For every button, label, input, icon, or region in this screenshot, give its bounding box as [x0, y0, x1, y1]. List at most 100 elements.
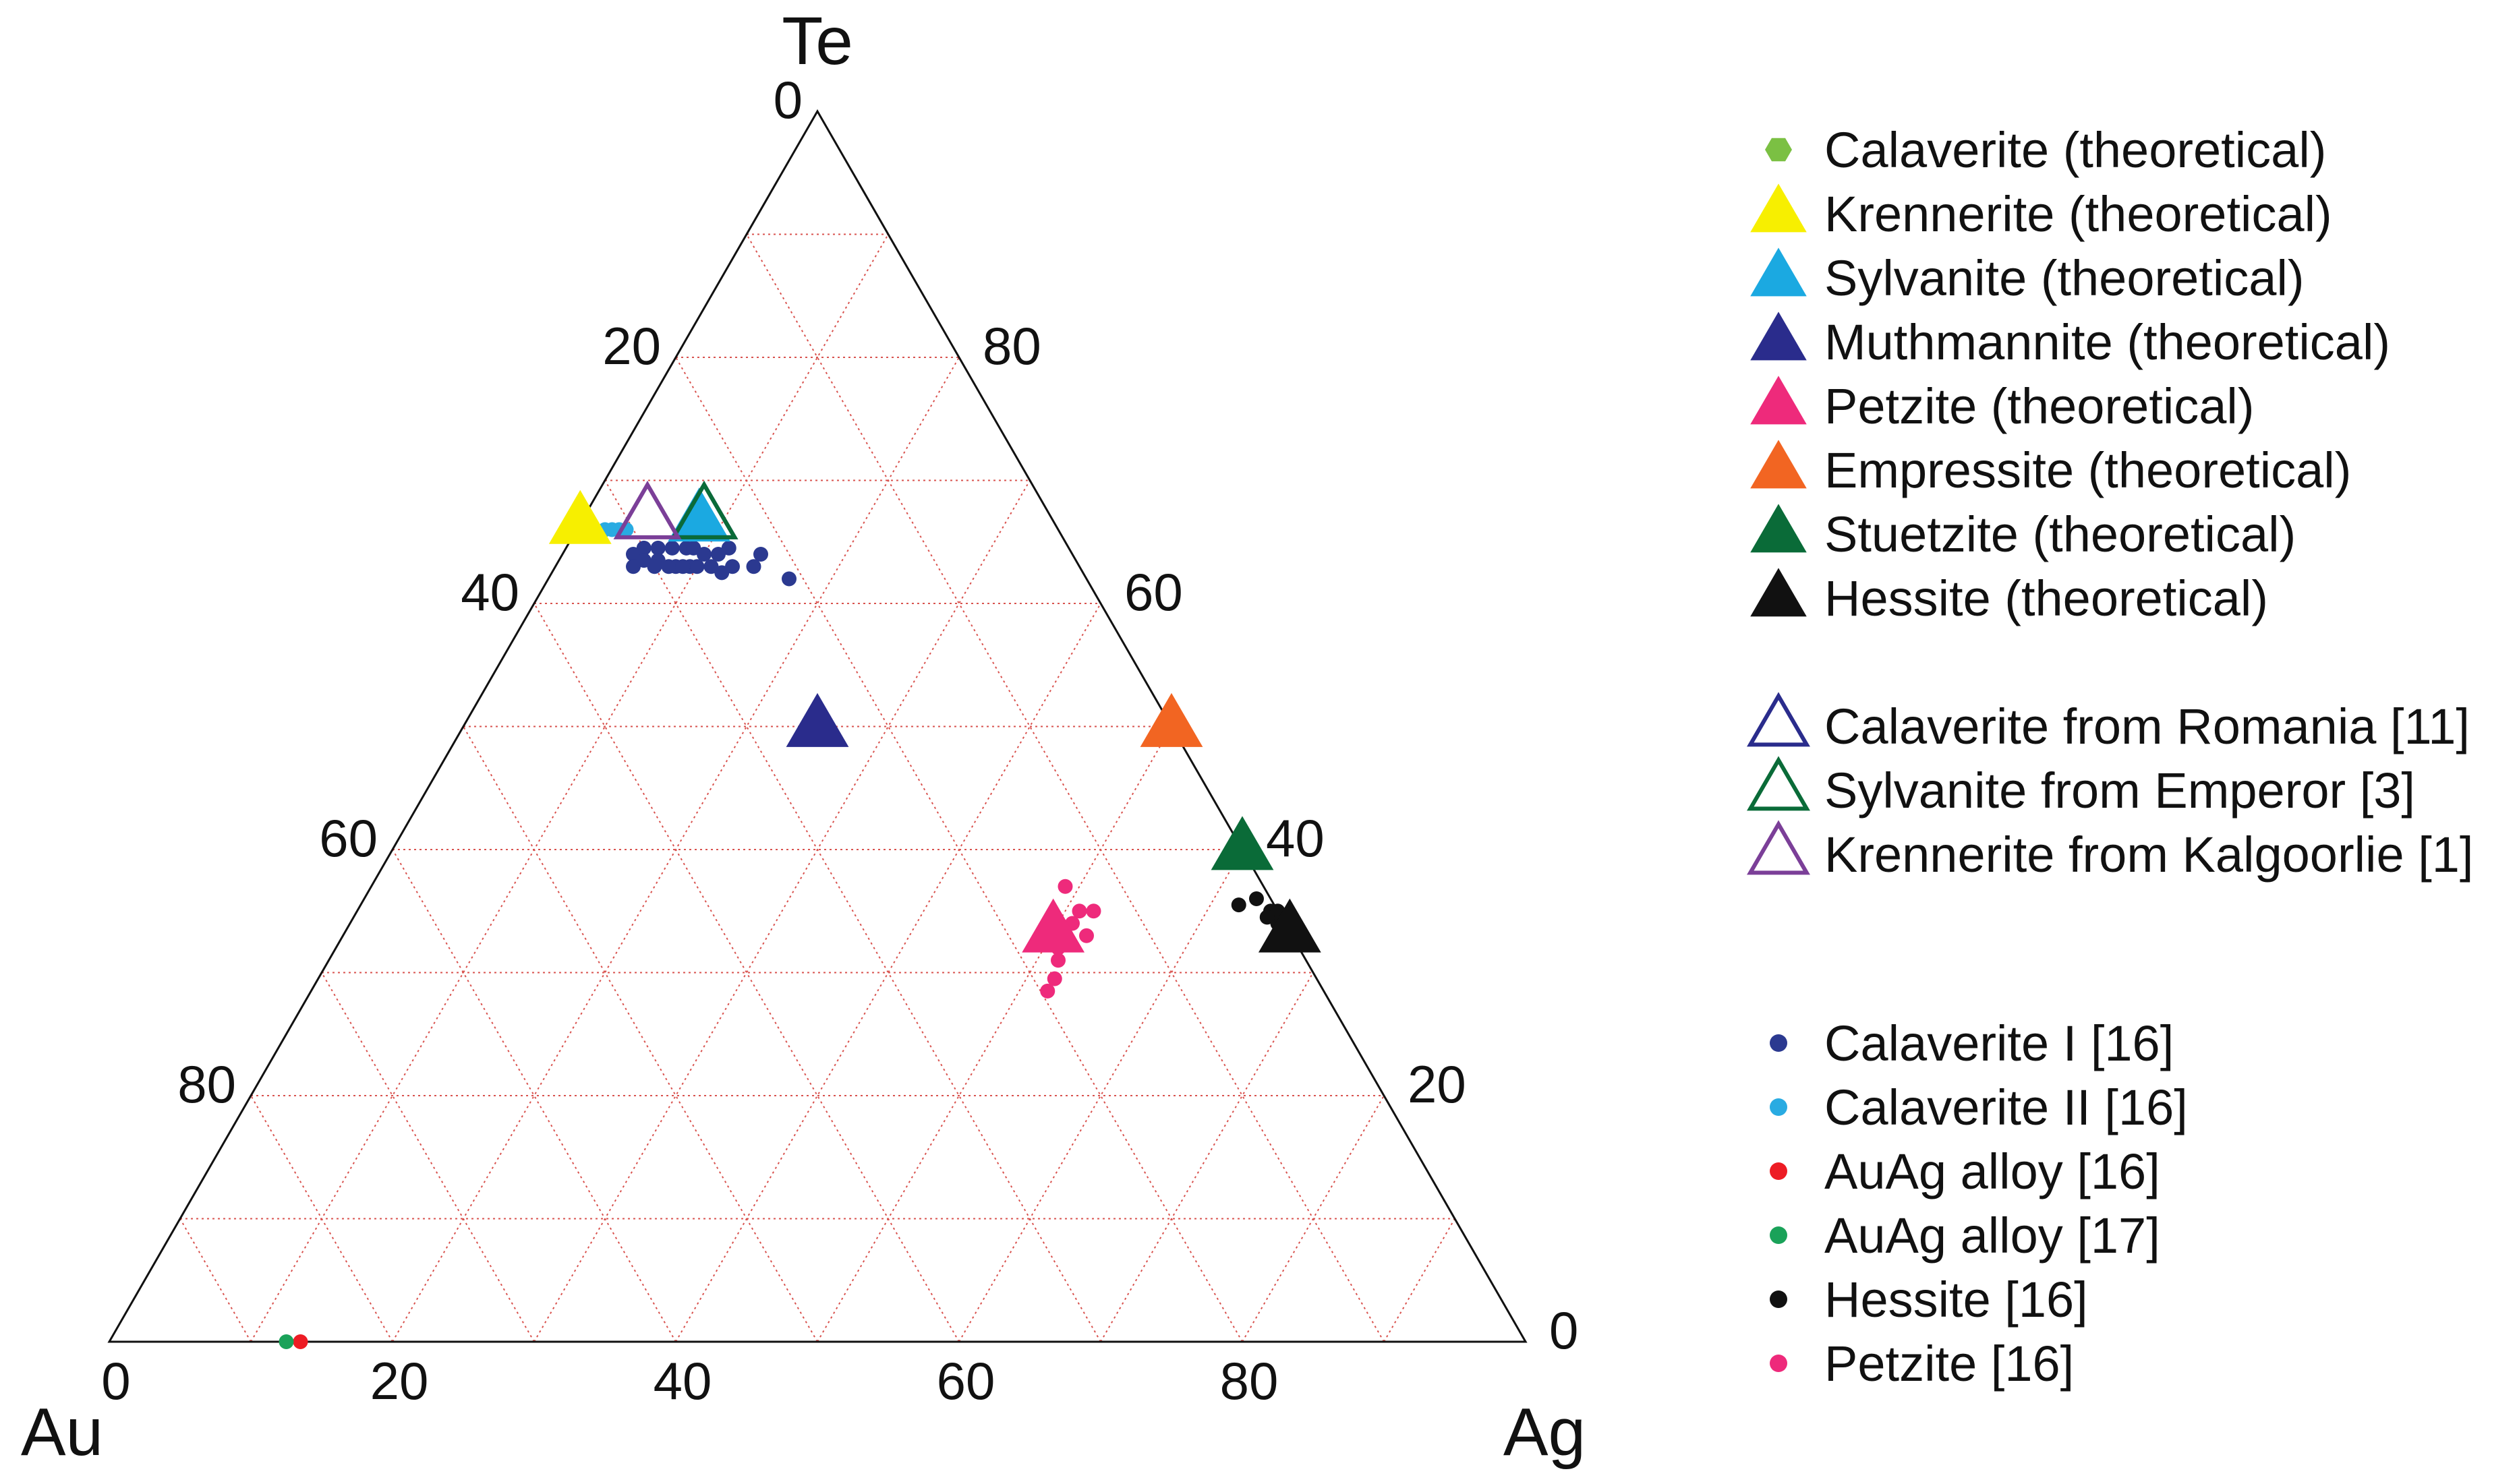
tick-right-20: 20: [1408, 1055, 1466, 1114]
legend-marker-empressite-theoretical: [1750, 440, 1807, 489]
point-sylvanite-theoretical-0: [668, 487, 731, 542]
point-empressite-theoretical-0: [1140, 692, 1203, 747]
point-auag-alloy-17-0: [279, 1334, 294, 1349]
point-calaverite-i-16-22: [753, 547, 768, 562]
point-calaverite-i-16-21: [746, 559, 761, 574]
point-calaverite-i-16-8: [721, 540, 736, 556]
point-calaverite-i-16-16: [661, 559, 676, 574]
legend-label-auag-alloy-16: AuAg alloy [16]: [1824, 1144, 2160, 1199]
vertex-labels: Te Au Ag: [21, 3, 1586, 1470]
legend-label-stuetzite-theoretical: Stuetzite (theoretical): [1824, 506, 2296, 562]
tick-labels: 0 20 40 60 80 80 60 40 20 0 0 20 40 60 80: [101, 70, 1578, 1411]
point-petzite-16-1: [1086, 903, 1101, 919]
vertex-label-te: Te: [782, 3, 853, 79]
legend-label-calaverite-i-16: Calaverite I [16]: [1824, 1015, 2174, 1071]
tick-bottom-60: 60: [937, 1351, 995, 1411]
point-petzite-theoretical-0: [1022, 898, 1085, 953]
grid-line-ag-50: [817, 726, 1172, 1342]
tick-bottom-0: 0: [101, 1351, 130, 1411]
point-petzite-16-0: [1058, 879, 1073, 894]
point-calaverite-i-16-6: [697, 547, 712, 562]
data-points: [279, 480, 1321, 1349]
legend-label-sylvanite-from-emperor-3: Sylvanite from Emperor [3]: [1824, 763, 2415, 819]
legend-marker-calaverite-from-romania-11: [1747, 692, 1810, 747]
legend-label-empressite-theoretical: Empressite (theoretical): [1824, 442, 2351, 498]
legend-item-krennerite-from-kalgoorlie-1: Krennerite from Kalgoorlie [1]: [1747, 820, 2473, 883]
legend-marker-petzite-16: [1770, 1355, 1787, 1372]
point-petzite-16-8: [1040, 983, 1055, 999]
legend-marker-hessite-theoretical: [1750, 568, 1807, 617]
point-calaverite-i-16-17: [689, 559, 705, 574]
point-stuetzite-theoretical-0: [1211, 816, 1274, 870]
tick-left-0: 0: [774, 70, 803, 129]
point-sylvanite-from-emperor-3-0: [670, 480, 739, 539]
grid-line-au-70: [321, 972, 535, 1342]
vertex-label-ag: Ag: [1503, 1394, 1586, 1470]
legend-item-calaverite-from-romania-11: Calaverite from Romania [11]: [1747, 692, 2470, 754]
legend-marker-auag-alloy-17: [1770, 1226, 1787, 1244]
legend-label-calaverite-from-romania-11: Calaverite from Romania [11]: [1824, 699, 2470, 754]
tick-left-20: 20: [602, 316, 661, 376]
point-calaverite-i-16-2: [650, 540, 666, 556]
tick-right-40: 40: [1266, 808, 1325, 868]
legend-item-sylvanite-from-emperor-3: Sylvanite from Emperor [3]: [1747, 756, 2415, 819]
grid-line-au-50: [463, 726, 818, 1342]
grid-line-au-80: [250, 1095, 393, 1342]
point-calaverite-i-16-15: [647, 559, 662, 574]
grid-line-au-10: [746, 234, 1385, 1342]
tick-right-80: 80: [983, 316, 1041, 376]
legend-marker-calaverite-i-16: [1770, 1034, 1787, 1052]
point-calaverite-i-16-23: [782, 571, 797, 587]
legend-label-calaverite-theoretical: Calaverite (theoretical): [1824, 122, 2326, 178]
legend-marker-calaverite-ii-16: [1770, 1098, 1787, 1116]
point-krennerite-from-kalgoorlie-1-0: [613, 480, 682, 539]
legend-marker-krennerite-theoretical: [1750, 183, 1807, 233]
legend-item-hessite-16: Hessite [16]: [1770, 1272, 2088, 1328]
legend-marker-sylvanite-from-emperor-3: [1747, 756, 1810, 811]
grid-line-ag-80: [1242, 1095, 1385, 1342]
legend-item-empressite-theoretical: Empressite (theoretical): [1750, 440, 2351, 498]
legend-label-krennerite-from-kalgoorlie-1: Krennerite from Kalgoorlie [1]: [1824, 827, 2473, 883]
grid-line-ag-30: [533, 480, 1031, 1342]
legend-marker-hessite-16: [1770, 1290, 1787, 1308]
point-hessite-16-7: [1231, 897, 1246, 913]
tick-bottom-40: 40: [654, 1351, 712, 1411]
legend-marker-petzite-theoretical: [1750, 376, 1807, 425]
legend-item-krennerite-theoretical: Krennerite (theoretical): [1750, 183, 2332, 242]
legend-marker-krennerite-from-kalgoorlie-1: [1747, 820, 1810, 875]
tick-right-60: 60: [1124, 562, 1183, 622]
grid-line-au-90: [179, 1218, 252, 1342]
tick-bottom-20: 20: [370, 1351, 429, 1411]
legend-item-petzite-16: Petzite [16]: [1770, 1336, 2074, 1392]
tick-left-80: 80: [177, 1055, 236, 1114]
legend-item-sylvanite-theoretical: Sylvanite (theoretical): [1750, 247, 2305, 306]
legend-item-auag-alloy-17: AuAg alloy [17]: [1770, 1208, 2160, 1264]
legend-label-krennerite-theoretical: Krennerite (theoretical): [1824, 186, 2332, 242]
legend-item-calaverite-i-16: Calaverite I [16]: [1770, 1015, 2174, 1071]
legend-marker-calaverite-theoretical: [1765, 138, 1792, 162]
legend-marker-muthmannite-theoretical: [1750, 311, 1807, 361]
tick-left-40: 40: [461, 562, 519, 622]
grid-lines: [179, 233, 1455, 1342]
grid-line-ag-90: [1383, 1218, 1455, 1342]
legend-item-petzite-theoretical: Petzite (theoretical): [1750, 376, 2255, 434]
point-petzite-16-6: [1051, 953, 1066, 968]
legend-label-calaverite-ii-16: Calaverite II [16]: [1824, 1079, 2188, 1135]
legend-item-stuetzite-theoretical: Stuetzite (theoretical): [1750, 504, 2296, 562]
point-petzite-16-9: [1079, 928, 1094, 943]
point-krennerite-theoretical-0: [548, 489, 612, 544]
legend-marker-sylvanite-theoretical: [1750, 247, 1807, 297]
legend-item-muthmannite-theoretical: Muthmannite (theoretical): [1750, 311, 2390, 370]
legend-label-auag-alloy-17: AuAg alloy [17]: [1824, 1208, 2160, 1264]
vertex-label-au: Au: [21, 1394, 103, 1470]
grid-line-au-30: [604, 480, 1101, 1342]
tick-left-60: 60: [319, 808, 378, 868]
point-auag-alloy-16-0: [293, 1334, 308, 1349]
legend-label-sylvanite-theoretical: Sylvanite (theoretical): [1824, 250, 2305, 306]
point-calaverite-i-16-14: [626, 559, 641, 574]
point-petzite-16-7: [1047, 971, 1062, 986]
point-hessite-theoretical-0: [1258, 898, 1321, 953]
point-muthmannite-theoretical-0: [786, 692, 849, 747]
legend-marker-stuetzite-theoretical: [1750, 504, 1807, 553]
